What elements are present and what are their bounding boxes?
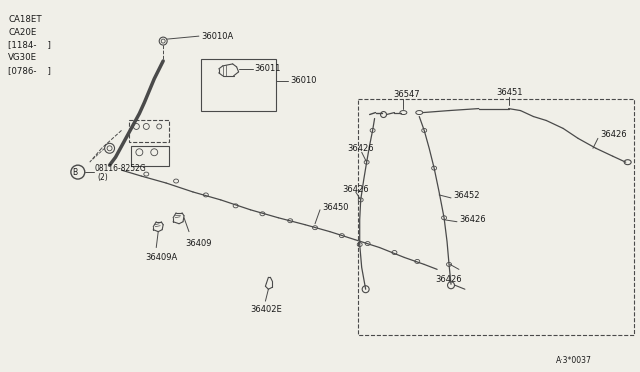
Bar — [201, 59, 276, 110]
Text: 36402E: 36402E — [250, 305, 282, 314]
Text: 36426: 36426 — [459, 215, 486, 224]
Text: A·3*0037: A·3*0037 — [556, 356, 592, 365]
Text: VG30E: VG30E — [8, 54, 38, 62]
Text: 36426: 36426 — [342, 186, 369, 195]
Text: [0786-    ]: [0786- ] — [8, 66, 51, 76]
Text: 36426: 36426 — [435, 275, 461, 284]
Text: B: B — [72, 168, 77, 177]
Text: 36409A: 36409A — [145, 253, 177, 262]
Text: 36426: 36426 — [600, 130, 627, 139]
Bar — [131, 146, 169, 166]
Text: 36010A: 36010A — [201, 32, 233, 41]
Text: 36452: 36452 — [453, 192, 479, 201]
Bar — [358, 99, 634, 335]
Text: 36409: 36409 — [185, 239, 211, 248]
Text: (2): (2) — [98, 173, 108, 182]
Text: 36011: 36011 — [255, 64, 281, 73]
Text: CA20E: CA20E — [8, 28, 36, 37]
Text: [1184-    ]: [1184- ] — [8, 41, 51, 49]
Text: 36426: 36426 — [348, 144, 374, 153]
Text: 36451: 36451 — [497, 88, 523, 97]
Text: 36450: 36450 — [322, 203, 349, 212]
Text: 08116-8252G: 08116-8252G — [95, 164, 147, 173]
Text: 36010: 36010 — [290, 76, 317, 85]
Text: 36547: 36547 — [394, 90, 420, 99]
Text: CA18ET: CA18ET — [8, 15, 42, 24]
Bar — [129, 121, 169, 142]
